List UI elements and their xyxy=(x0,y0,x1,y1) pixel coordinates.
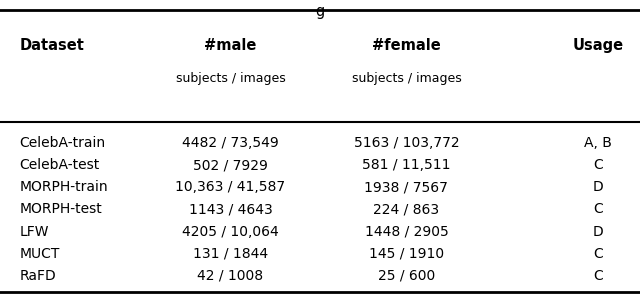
Text: #female: #female xyxy=(372,38,441,53)
Text: MUCT: MUCT xyxy=(19,247,60,261)
Text: CelebA-train: CelebA-train xyxy=(19,136,106,150)
Text: C: C xyxy=(593,269,604,283)
Text: 5163 / 103,772: 5163 / 103,772 xyxy=(353,136,460,150)
Text: 145 / 1910: 145 / 1910 xyxy=(369,247,444,261)
Text: subjects / images: subjects / images xyxy=(175,72,285,85)
Text: 10,363 / 41,587: 10,363 / 41,587 xyxy=(175,180,285,194)
Text: MORPH-test: MORPH-test xyxy=(19,202,102,217)
Text: 1448 / 2905: 1448 / 2905 xyxy=(365,224,448,239)
Text: 224 / 863: 224 / 863 xyxy=(373,202,440,217)
Text: CelebA-test: CelebA-test xyxy=(19,158,99,172)
Text: subjects / images: subjects / images xyxy=(351,72,461,85)
Text: D: D xyxy=(593,180,604,194)
Text: RaFD: RaFD xyxy=(19,269,56,283)
Text: C: C xyxy=(593,247,604,261)
Text: C: C xyxy=(593,158,604,172)
Text: 42 / 1008: 42 / 1008 xyxy=(197,269,264,283)
Text: Usage: Usage xyxy=(573,38,624,53)
Text: 581 / 11,511: 581 / 11,511 xyxy=(362,158,451,172)
Text: 4205 / 10,064: 4205 / 10,064 xyxy=(182,224,279,239)
Text: C: C xyxy=(593,202,604,217)
Text: 4482 / 73,549: 4482 / 73,549 xyxy=(182,136,279,150)
Text: LFW: LFW xyxy=(19,224,49,239)
Text: D: D xyxy=(593,224,604,239)
Text: 1143 / 4643: 1143 / 4643 xyxy=(189,202,272,217)
Text: 1938 / 7567: 1938 / 7567 xyxy=(364,180,449,194)
Text: g: g xyxy=(316,4,324,19)
Text: 131 / 1844: 131 / 1844 xyxy=(193,247,268,261)
Text: #male: #male xyxy=(204,38,257,53)
Text: 502 / 7929: 502 / 7929 xyxy=(193,158,268,172)
Text: 25 / 600: 25 / 600 xyxy=(378,269,435,283)
Text: A, B: A, B xyxy=(584,136,612,150)
Text: Dataset: Dataset xyxy=(19,38,84,53)
Text: MORPH-train: MORPH-train xyxy=(19,180,108,194)
